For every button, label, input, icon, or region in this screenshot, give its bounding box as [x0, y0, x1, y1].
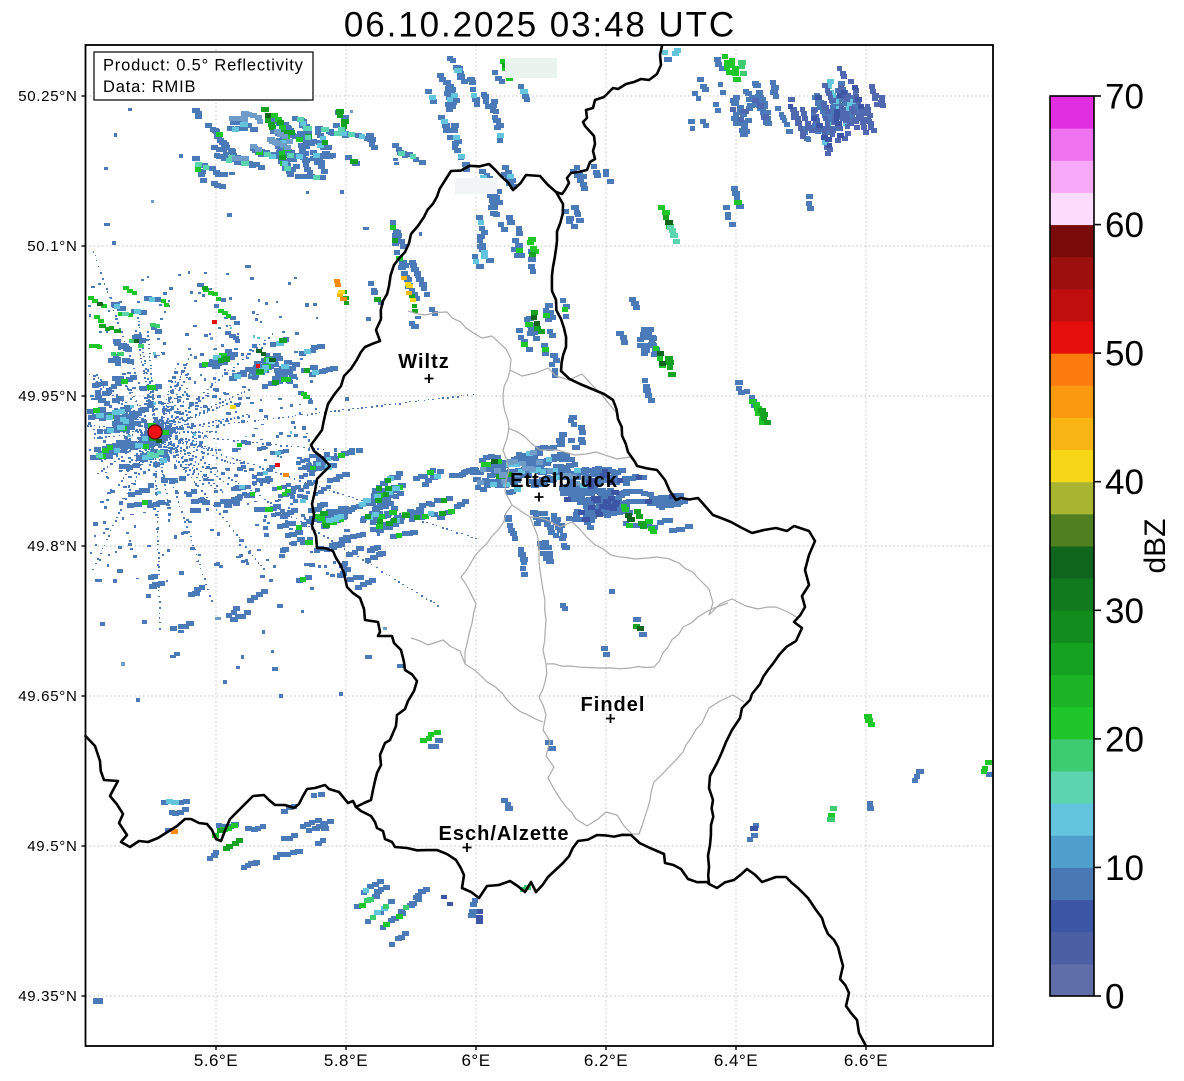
svg-text:20: 20: [1105, 720, 1144, 759]
svg-text:dBZ: dBZ: [1139, 518, 1172, 573]
svg-text:6.6°E: 6.6°E: [844, 1051, 888, 1070]
svg-text:70: 70: [1105, 78, 1144, 117]
svg-text:6°E: 6°E: [461, 1051, 490, 1070]
svg-text:49.95°N: 49.95°N: [18, 388, 77, 405]
svg-text:5.8°E: 5.8°E: [324, 1051, 368, 1070]
svg-text:49.35°N: 49.35°N: [18, 988, 77, 1005]
svg-text:10: 10: [1105, 849, 1144, 888]
svg-text:49.5°N: 49.5°N: [27, 838, 77, 855]
svg-text:Wiltz: Wiltz: [398, 351, 449, 373]
svg-text:0: 0: [1105, 978, 1124, 1017]
svg-text:49.8°N: 49.8°N: [27, 538, 77, 555]
svg-text:60: 60: [1105, 206, 1144, 245]
svg-text:6.2°E: 6.2°E: [584, 1051, 628, 1070]
svg-text:50.1°N: 50.1°N: [27, 238, 77, 255]
svg-text:30: 30: [1105, 592, 1144, 631]
svg-text:06.10.2025 03:48 UTC: 06.10.2025 03:48 UTC: [344, 6, 736, 45]
svg-text:49.65°N: 49.65°N: [18, 688, 77, 705]
svg-text:50.25°N: 50.25°N: [18, 88, 77, 105]
svg-text:50: 50: [1105, 335, 1144, 374]
svg-text:Findel: Findel: [581, 694, 646, 716]
svg-text:Data: RMIB: Data: RMIB: [103, 78, 196, 96]
svg-text:40: 40: [1105, 463, 1144, 502]
svg-text:5.6°E: 5.6°E: [194, 1051, 238, 1070]
svg-text:6.4°E: 6.4°E: [714, 1051, 758, 1070]
svg-text:Product: 0.5° Reflectivity: Product: 0.5° Reflectivity: [103, 57, 304, 75]
svg-text:Ettelbruck: Ettelbruck: [510, 470, 618, 492]
svg-text:Esch/Alzette: Esch/Alzette: [439, 823, 570, 845]
